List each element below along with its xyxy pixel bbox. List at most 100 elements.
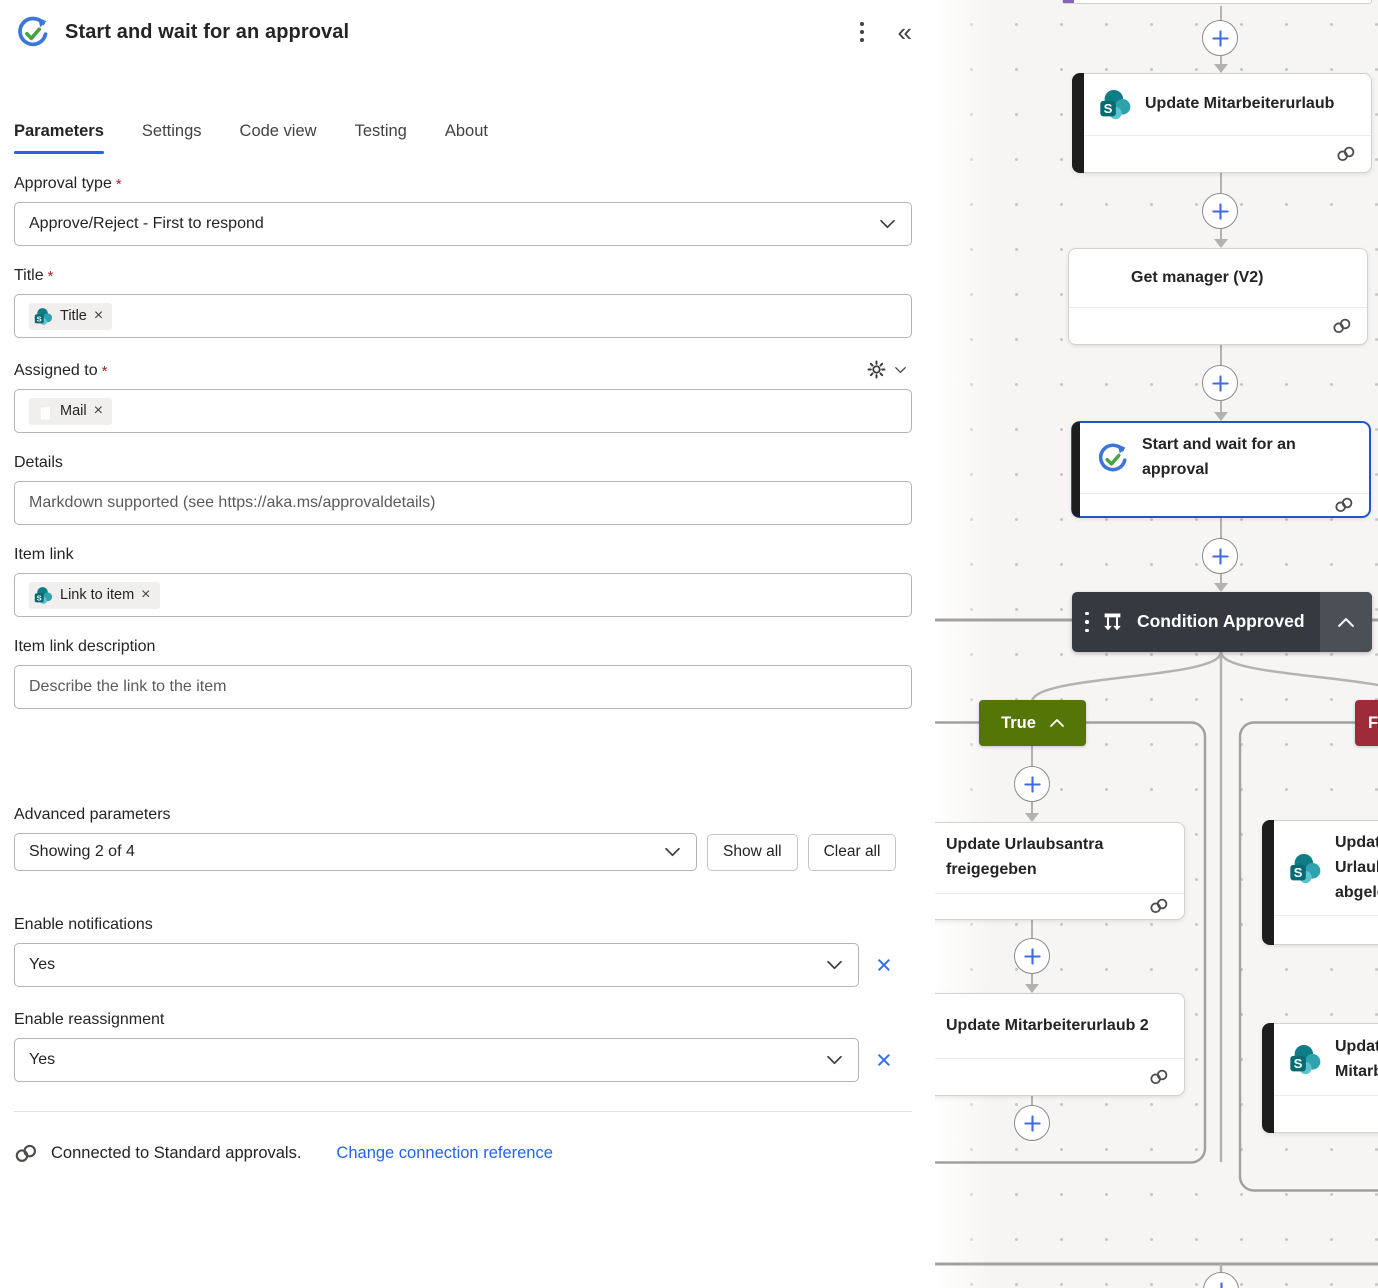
item-link-description-label: Item link description: [14, 638, 156, 655]
insert-step-button[interactable]: [1014, 766, 1050, 802]
node-accent-bar: [1262, 820, 1274, 945]
tab-about[interactable]: About: [444, 122, 488, 140]
details-input[interactable]: [29, 494, 897, 512]
chevron-up-icon: [1338, 617, 1354, 628]
node-update-urlaubsantrag-abgelehnt[interactable]: Update Urlaubsantrag abgelehnt: [1262, 820, 1378, 945]
clear-all-button[interactable]: Clear all: [807, 833, 897, 871]
chevron-down-icon: [880, 219, 895, 229]
clear-parameter-icon[interactable]: ×: [876, 1044, 892, 1075]
connection-icon: [1149, 1069, 1169, 1085]
insert-step-button[interactable]: [1202, 193, 1238, 229]
condition-icon: [1099, 609, 1126, 636]
node-accent-bar: [1072, 422, 1080, 517]
tab-bar: Parameters Settings Code view Testing Ab…: [14, 122, 912, 154]
mail-token-chip[interactable]: Mail ×: [29, 397, 112, 425]
arrow-down: [1214, 239, 1228, 248]
remove-token-icon[interactable]: ×: [93, 402, 103, 419]
node-accent-bar: [1063, 0, 1074, 3]
show-all-button[interactable]: Show all: [707, 833, 798, 871]
node-update-mitarbeiterurlaub[interactable]: Update Mitarbeiterurlaub: [1072, 73, 1372, 173]
link-to-item-token-chip[interactable]: Link to item ×: [29, 581, 160, 609]
sharepoint-icon: [34, 586, 53, 605]
plus-icon: [1211, 547, 1230, 566]
title-input[interactable]: Title ×: [14, 294, 912, 338]
plus-icon: [1023, 775, 1042, 794]
node-get-manager[interactable]: Get manager (V2): [1068, 248, 1368, 345]
sharepoint-icon: [1289, 852, 1322, 885]
insert-step-button[interactable]: [1202, 538, 1238, 574]
sharepoint-icon: [1099, 88, 1132, 121]
plus-icon: [1212, 1281, 1231, 1288]
clipped-node-top[interactable]: [1062, 0, 1372, 4]
enable-notifications-label: Enable notifications: [14, 916, 153, 933]
connection-icon: [1332, 318, 1352, 334]
arrow-down: [1214, 583, 1228, 592]
chevron-down-icon: [827, 1055, 842, 1065]
enable-notifications-select[interactable]: Yes: [14, 943, 859, 987]
action-parameters-panel: Start and wait for an approval « Paramet…: [14, 14, 912, 1163]
approvals-icon: [14, 14, 50, 50]
drag-handle-icon[interactable]: [1085, 611, 1089, 633]
item-link-label: Item link: [14, 546, 74, 563]
connection-icon: [14, 1144, 38, 1163]
node-start-and-wait-approval[interactable]: Start and wait for an approval: [1071, 421, 1371, 518]
title-token-chip[interactable]: Title ×: [29, 302, 113, 330]
tab-code-view[interactable]: Code view: [239, 122, 317, 140]
branch-true-badge[interactable]: True: [979, 700, 1086, 746]
arrow-down: [1025, 984, 1039, 993]
connection-icon: [1149, 898, 1169, 914]
connection-icon: [1336, 146, 1356, 162]
sharepoint-icon: [34, 307, 53, 326]
item-link-description-input[interactable]: [29, 678, 897, 696]
assigned-to-label: Assigned to: [14, 362, 98, 379]
insert-step-button[interactable]: [1202, 365, 1238, 401]
node-update-urlaubsantrag-freigegeben[interactable]: Update Urlaubsantra freigegeben: [935, 822, 1185, 920]
branch-false-badge[interactable]: False: [1355, 700, 1378, 746]
node-update-mitarbeiterurlaub-2[interactable]: Update Mitarbeiterurlaub 2: [935, 993, 1185, 1096]
title-label: Title: [14, 267, 44, 284]
required-asterisk: *: [101, 362, 108, 380]
change-connection-link[interactable]: Change connection reference: [336, 1144, 553, 1162]
gear-icon: [866, 359, 887, 380]
details-label: Details: [14, 454, 63, 471]
node-accent-bar: [1072, 73, 1084, 173]
chevron-up-icon: [1050, 718, 1064, 728]
approvals-icon: [1095, 441, 1129, 475]
enable-reassignment-select[interactable]: Yes: [14, 1038, 859, 1082]
plus-icon: [1211, 202, 1230, 221]
divider: [14, 1111, 912, 1112]
node-update-mitarbeiterurlaub-false[interactable]: Update Mitarbeiterurlaub: [1262, 1023, 1378, 1133]
flow-canvas[interactable]: Update Mitarbeiterurlaub Get manager (V2…: [935, 0, 1378, 1288]
plus-icon: [1023, 1114, 1042, 1133]
insert-step-button[interactable]: [1014, 938, 1050, 974]
panel-title: Start and wait for an approval: [65, 20, 350, 43]
advanced-parameters-select[interactable]: Showing 2 of 4: [14, 833, 697, 871]
item-link-input[interactable]: Link to item ×: [14, 573, 912, 617]
node-accent-bar: [1262, 1023, 1274, 1133]
collapse-condition-button[interactable]: [1320, 592, 1372, 652]
enable-reassignment-label: Enable reassignment: [14, 1011, 165, 1028]
node-condition-approved[interactable]: Condition Approved: [1072, 592, 1372, 652]
enable-reassignment-field: Enable reassignment Yes ×: [14, 1011, 912, 1082]
insert-step-button[interactable]: [1014, 1105, 1050, 1141]
more-options-icon[interactable]: [850, 16, 874, 48]
item-link-description-field: Item link description: [14, 638, 912, 709]
collapse-panel-icon[interactable]: «: [897, 17, 912, 47]
tab-parameters[interactable]: Parameters: [14, 122, 104, 154]
tab-settings[interactable]: Settings: [141, 122, 202, 140]
assigned-to-input[interactable]: Mail ×: [14, 389, 912, 433]
assigned-to-settings[interactable]: [866, 359, 906, 380]
arrow-down: [1214, 64, 1228, 73]
office365-icon: [34, 402, 53, 421]
item-link-field: Item link Link to item ×: [14, 546, 912, 617]
arrow-down: [1025, 813, 1039, 822]
plus-icon: [1023, 947, 1042, 966]
remove-token-icon[interactable]: ×: [141, 586, 151, 603]
tab-testing[interactable]: Testing: [354, 122, 407, 140]
insert-step-button[interactable]: [1202, 20, 1238, 56]
plus-icon: [1211, 29, 1230, 48]
approval-type-select[interactable]: Approve/Reject - First to respond: [14, 202, 912, 246]
remove-token-icon[interactable]: ×: [93, 307, 104, 324]
clear-parameter-icon[interactable]: ×: [876, 949, 892, 980]
connected-text: Connected to Standard approvals.: [51, 1144, 302, 1162]
